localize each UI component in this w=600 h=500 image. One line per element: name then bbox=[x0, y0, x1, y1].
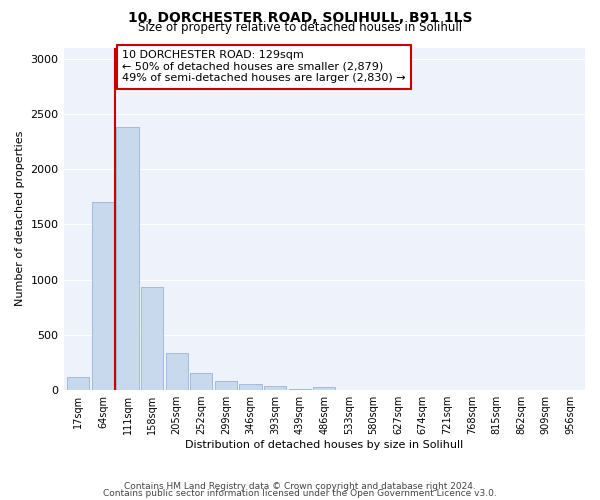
Bar bbox=[67, 377, 89, 390]
Bar bbox=[239, 384, 262, 390]
Y-axis label: Number of detached properties: Number of detached properties bbox=[15, 131, 25, 306]
Bar bbox=[190, 373, 212, 390]
Bar bbox=[141, 288, 163, 390]
Text: Contains HM Land Registry data © Crown copyright and database right 2024.: Contains HM Land Registry data © Crown c… bbox=[124, 482, 476, 491]
Bar bbox=[166, 352, 188, 390]
Bar bbox=[264, 386, 286, 390]
Bar bbox=[116, 127, 139, 390]
Text: 10 DORCHESTER ROAD: 129sqm
← 50% of detached houses are smaller (2,879)
49% of s: 10 DORCHESTER ROAD: 129sqm ← 50% of deta… bbox=[122, 50, 406, 84]
X-axis label: Distribution of detached houses by size in Solihull: Distribution of detached houses by size … bbox=[185, 440, 463, 450]
Text: Size of property relative to detached houses in Solihull: Size of property relative to detached ho… bbox=[138, 21, 462, 34]
Bar bbox=[92, 202, 114, 390]
Bar bbox=[215, 381, 237, 390]
Bar bbox=[289, 389, 311, 390]
Text: 10, DORCHESTER ROAD, SOLIHULL, B91 1LS: 10, DORCHESTER ROAD, SOLIHULL, B91 1LS bbox=[128, 11, 472, 25]
Bar bbox=[313, 387, 335, 390]
Text: Contains public sector information licensed under the Open Government Licence v3: Contains public sector information licen… bbox=[103, 490, 497, 498]
